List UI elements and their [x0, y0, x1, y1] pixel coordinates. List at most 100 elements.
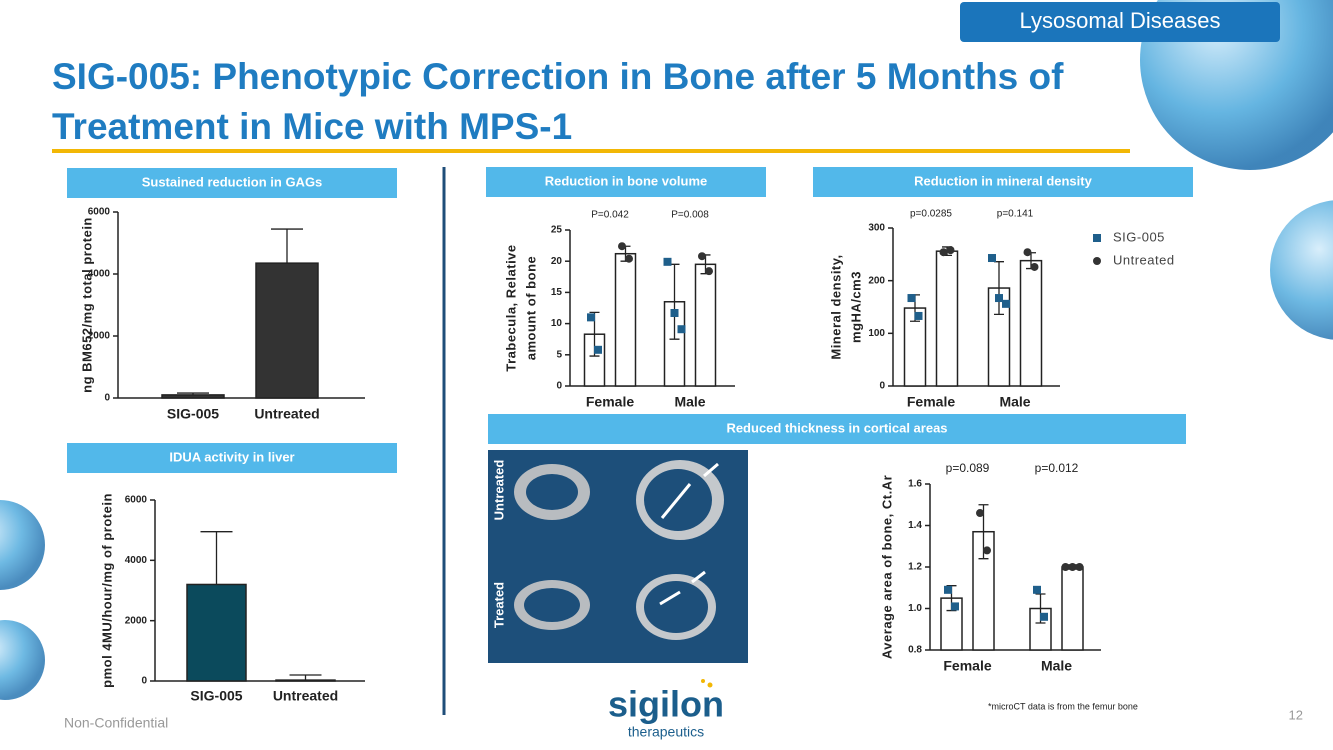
- legend-label: Untreated: [1113, 252, 1175, 267]
- y-tick-label: 1.4: [908, 520, 922, 531]
- y-tick-label: 6000: [125, 495, 148, 506]
- title-rule: [52, 149, 1130, 153]
- data-point: [976, 509, 984, 518]
- x-tick-label: Female: [907, 394, 955, 410]
- bone: [524, 588, 580, 622]
- error-bar: [271, 228, 303, 264]
- section-title: Reduction in mineral density: [914, 173, 1092, 188]
- bar: [1061, 566, 1084, 651]
- y-tick-label: 10: [551, 318, 563, 329]
- y-tick-label: 1.2: [908, 562, 922, 573]
- decoration: [0, 500, 45, 590]
- data-point: [939, 248, 948, 257]
- decoration: [0, 620, 45, 700]
- section-header: [67, 168, 397, 198]
- slide-title: SIG-005: Phenotypic Correction in Bone a…: [52, 56, 1064, 147]
- data-point: [951, 602, 959, 611]
- x-tick-label: Male: [674, 394, 705, 410]
- data-point: [705, 267, 713, 276]
- data-point: [594, 345, 602, 354]
- x-tick-label: Male: [999, 394, 1030, 410]
- page-number: 12: [1289, 707, 1303, 722]
- data-point: [907, 294, 916, 303]
- bar: [694, 263, 717, 387]
- bone: [526, 474, 578, 510]
- y-tick-label: 100: [868, 328, 885, 339]
- annotation: P=0.042: [591, 210, 629, 221]
- x-tick-label: Untreated: [273, 688, 338, 704]
- y-tick-label: 0: [879, 381, 885, 392]
- logo-sub: therapeutics: [628, 724, 704, 740]
- y-axis-label: amount of bone: [523, 256, 538, 361]
- data-point: [944, 585, 952, 594]
- y-tick-label: 0: [556, 381, 562, 392]
- data-point: [587, 313, 595, 322]
- bar: [255, 262, 319, 399]
- annotation: P=0.008: [671, 210, 709, 221]
- data-point: [663, 257, 672, 266]
- section-title: Sustained reduction in GAGs: [142, 174, 323, 189]
- data-point: [1061, 563, 1070, 571]
- arrow: [659, 462, 719, 606]
- decoration: [1140, 0, 1333, 170]
- y-tick-label: 6000: [88, 207, 111, 218]
- x-tick-label: Untreated: [254, 406, 319, 422]
- y-axis-label: mgHA/cm3: [848, 271, 863, 343]
- annotation: p=0.012: [1035, 461, 1079, 475]
- data-point: [946, 246, 955, 255]
- data-point: [983, 546, 991, 555]
- decoration: [701, 679, 705, 683]
- section-header: [813, 167, 1193, 197]
- data-point: [698, 252, 706, 261]
- y-tick-label: 2000: [125, 615, 148, 626]
- data-point: [995, 294, 1003, 303]
- y-tick-label: 25: [551, 225, 563, 236]
- legend-marker: [1093, 257, 1101, 265]
- data-point: [670, 308, 679, 317]
- y-tick-label: 0: [141, 676, 147, 687]
- y-tick-label: 1.0: [908, 603, 922, 614]
- data-point: [914, 311, 923, 320]
- y-axis-label: ng BM652/mg total protein: [79, 217, 94, 393]
- section-header: [488, 414, 1186, 444]
- section-header: [486, 167, 766, 197]
- y-tick-label: 2000: [88, 331, 111, 342]
- data-point: [677, 325, 686, 334]
- data-point: [1002, 299, 1010, 308]
- y-axis-label: Average area of bone, Ct.Ar: [879, 475, 894, 659]
- data-point: [618, 242, 626, 251]
- y-tick-label: 1.6: [908, 479, 922, 490]
- y-tick-label: 200: [868, 275, 885, 286]
- y-tick-label: 4000: [125, 555, 148, 566]
- data-point: [1023, 248, 1032, 257]
- error-bar: [200, 531, 233, 585]
- bar: [275, 679, 336, 682]
- x-tick-label: Female: [943, 658, 991, 674]
- y-axis-label: Trabecula, Relative: [503, 244, 518, 371]
- y-tick-label: 15: [551, 287, 563, 298]
- legend-label: SIG-005: [1113, 229, 1165, 244]
- x-tick-label: SIG-005: [167, 406, 219, 422]
- legend-marker: [1093, 234, 1101, 242]
- data-point: [1040, 612, 1048, 621]
- bar: [161, 394, 225, 399]
- section-title: Reduction in bone volume: [545, 173, 708, 188]
- data-point: [988, 254, 996, 263]
- x-tick-label: Male: [1041, 658, 1072, 674]
- y-tick-label: 5: [556, 349, 562, 360]
- y-axis-label: Mineral density,: [828, 254, 843, 359]
- y-tick-label: 20: [551, 256, 563, 267]
- tag-box: [960, 2, 1280, 42]
- data-point: [625, 254, 633, 263]
- bar: [614, 252, 637, 387]
- tag: Lysosomal Diseases: [1020, 8, 1221, 33]
- section-title: Reduced thickness in cortical areas: [726, 420, 947, 435]
- image-label: Treated: [491, 582, 506, 628]
- y-tick-label: 0.8: [908, 645, 922, 656]
- data-point: [1033, 585, 1041, 594]
- logo: sigilon: [608, 684, 724, 725]
- section-title: IDUA activity in liver: [169, 449, 294, 464]
- y-tick-label: 0: [104, 393, 110, 404]
- annotation: p=0.089: [946, 461, 990, 475]
